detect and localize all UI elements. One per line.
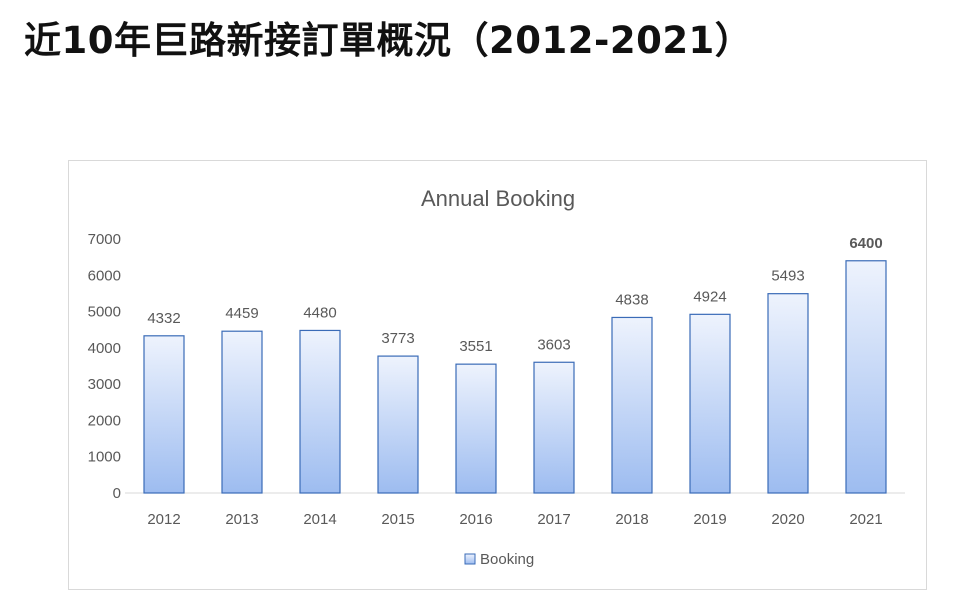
x-tick-label: 2021 [849,511,882,528]
chart-title: Annual Booking [421,186,575,211]
y-tick-label: 3000 [88,376,121,393]
legend: Booking [464,551,534,568]
y-tick-label: 7000 [88,231,121,248]
bar [533,361,575,494]
y-tick-label: 6000 [88,267,121,284]
data-label: 3603 [537,336,570,353]
legend-label: Booking [480,551,534,568]
x-tick-label: 2013 [225,511,258,528]
x-tick-label: 2019 [693,511,726,528]
x-tick-label: 2018 [615,511,648,528]
x-tick-label: 2014 [303,511,336,528]
data-label: 3773 [381,330,414,347]
x-tick-label: 2016 [459,511,492,528]
x-tick-label: 2015 [381,511,414,528]
chart-area: Annual Booking 0 1000 2000 3000 4000 5000 6000… [68,160,927,590]
bar [689,313,731,494]
data-label: 4332 [147,310,180,327]
y-axis: 0 1000 2000 3000 4000 5000 6000 7000 [88,231,121,502]
y-tick-label: 0 [113,485,121,502]
bar [377,355,419,494]
page-title: 近10年巨路新接訂單概況（2012-2021） [24,19,753,62]
bar [221,330,263,494]
bar-chart: Annual Booking 0 1000 2000 3000 4000 5000 6000… [88,186,905,568]
bar [845,260,887,494]
x-tick-label: 2012 [147,511,180,528]
x-axis: 2012 2013 2014 2015 2016 2017 2018 2019 2020 2021 [147,511,882,528]
bar [143,335,185,494]
bars-group: 4332 4459 4480 3773 3551 3603 4838 4924 5493 6400 [143,235,887,494]
bar [611,316,653,494]
data-label: 4459 [225,305,258,322]
data-label: 4838 [615,291,648,308]
x-tick-label: 2020 [771,511,804,528]
y-tick-label: 1000 [88,449,121,466]
bar [767,293,809,494]
y-tick-label: 5000 [88,304,121,321]
data-label: 6400 [849,235,882,252]
legend-swatch [464,553,476,565]
bar [455,363,497,494]
bar [299,329,341,494]
x-tick-label: 2017 [537,511,570,528]
data-label: 3551 [459,338,492,355]
data-label: 4924 [693,288,726,305]
data-label: 4480 [303,304,336,321]
y-tick-label: 2000 [88,412,121,429]
data-label: 5493 [771,268,804,285]
y-tick-label: 4000 [88,340,121,357]
